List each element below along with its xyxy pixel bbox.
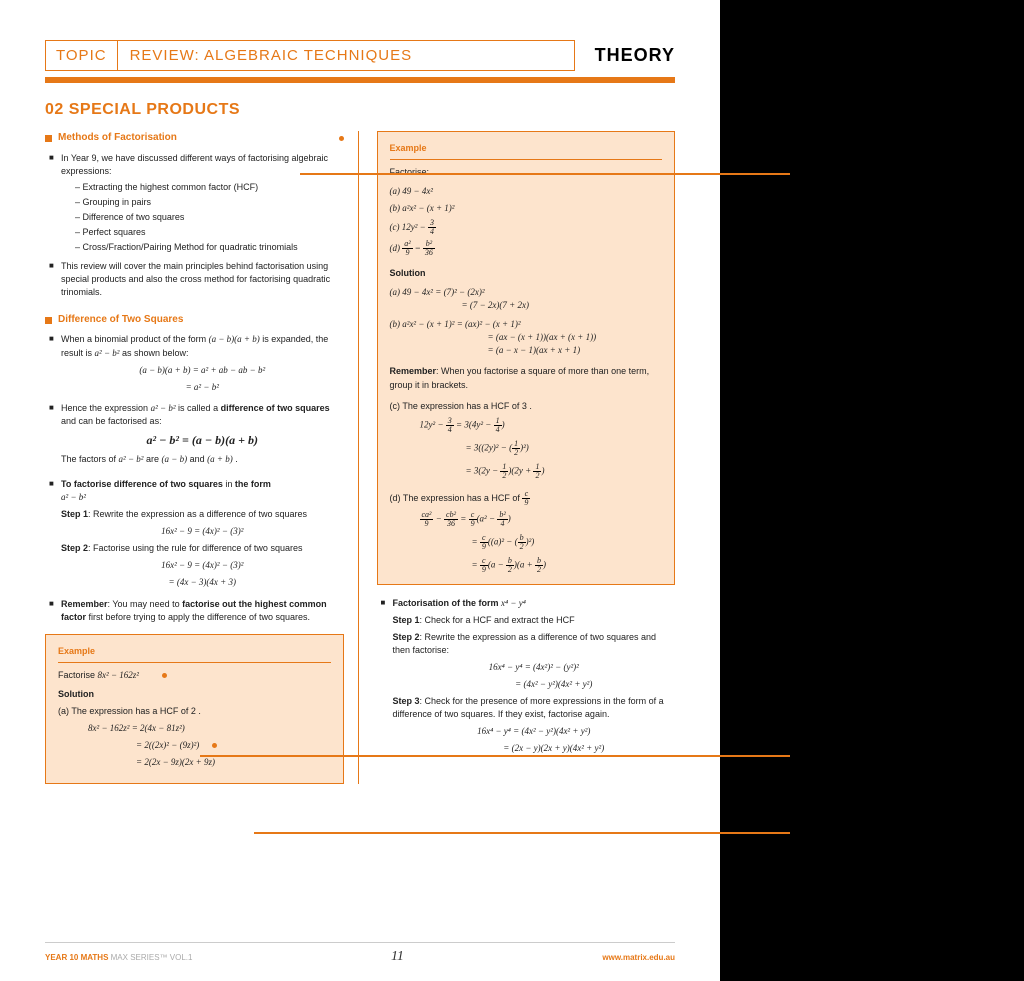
- bullet-item: ■ When a binomial product of the form (a…: [45, 333, 344, 397]
- columns: Methods of Factorisation ■ In Year 9, we…: [45, 131, 675, 784]
- math-expression: (a − b)(a + b) = a² + ab − ab − b²: [61, 364, 344, 377]
- bullet-mark-icon: ■: [49, 333, 55, 397]
- solution-line: (d) The expression has a HCF of c9: [390, 490, 663, 507]
- list-item: – Grouping in pairs: [75, 196, 344, 209]
- solution-label: Solution: [58, 688, 331, 701]
- topic-title: REVIEW: ALGEBRAIC TECHNIQUES: [118, 41, 425, 70]
- list-item: (b) a²x² − (x + 1)²: [390, 202, 663, 215]
- solution-label: Solution: [390, 267, 663, 280]
- bullet-text: This review will cover the main principl…: [61, 260, 344, 299]
- bullet-item: ■ Hence the expression a² − b² is called…: [45, 402, 344, 467]
- bullet-text: In Year 9, we have discussed different w…: [61, 152, 344, 256]
- callout-dot-icon: [162, 673, 167, 678]
- math-expression: 16x² − 9 = (4x)² − (3)²: [61, 525, 344, 538]
- bullet-item: ■ Factorisation of the form x⁴ − y⁴ Step…: [377, 597, 676, 759]
- subhead-text: Difference of Two Squares: [58, 313, 183, 328]
- bullet-item: ■ In Year 9, we have discussed different…: [45, 152, 344, 256]
- list-item: – Extracting the highest common factor (…: [75, 181, 344, 194]
- subhead-methods: Methods of Factorisation: [45, 131, 344, 146]
- square-bullet-icon: [45, 135, 52, 142]
- math-expression: = 3((2y)² − (12)²): [390, 440, 663, 457]
- theory-label: THEORY: [595, 45, 675, 66]
- math-expression: = 2(2x − 9z)(2x + 9z): [58, 756, 331, 769]
- callout-dot-icon: [212, 743, 217, 748]
- left-column: Methods of Factorisation ■ In Year 9, we…: [45, 131, 359, 784]
- bullet-mark-icon: ■: [49, 598, 55, 624]
- math-expression: = 2((2x)² − (9z)²): [58, 739, 331, 752]
- bullet-mark-icon: ■: [381, 597, 387, 759]
- sub-list: – Extracting the highest common factor (…: [61, 181, 344, 254]
- math-expression: = c9((a)² − (b2)²): [390, 534, 663, 551]
- topic-label: TOPIC: [46, 41, 118, 70]
- bullet-text: Factorisation of the form x⁴ − y⁴ Step 1…: [393, 597, 676, 759]
- subhead-diff: Difference of Two Squares: [45, 313, 344, 328]
- topic-box: TOPIC REVIEW: ALGEBRAIC TECHNIQUES: [45, 40, 575, 71]
- bullet-text: When a binomial product of the form (a −…: [61, 333, 344, 397]
- example-box: Example Factorise: (a) 49 − 4x² (b) a²x²…: [377, 131, 676, 585]
- bullet-text: Hence the expression a² − b² is called a…: [61, 402, 344, 467]
- list-item: (d) a²9 − b²36: [390, 240, 663, 257]
- bullet-mark-icon: ■: [49, 260, 55, 299]
- list-item: – Perfect squares: [75, 226, 344, 239]
- bullet-text: Remember: You may need to factorise out …: [61, 598, 344, 624]
- math-expression: = (ax − (x + 1))(ax + (x + 1)): [390, 331, 663, 344]
- right-column: Example Factorise: (a) 49 − 4x² (b) a²x²…: [377, 131, 676, 784]
- list-item: (a) 49 − 4x²: [390, 185, 663, 198]
- bullet-mark-icon: ■: [49, 152, 55, 256]
- math-expression: = a² − b²: [61, 381, 344, 394]
- list-item: – Cross/Fraction/Pairing Method for quad…: [75, 241, 344, 254]
- subhead-text: Methods of Factorisation: [58, 131, 177, 146]
- example-box: Example Factorise 8x² − 162z² Solution (…: [45, 634, 344, 784]
- math-expression: 12y² − 34 = 3(4y² − 14): [390, 417, 663, 434]
- bullet-text: To factorise difference of two squares i…: [61, 478, 344, 593]
- callout-line: [200, 755, 790, 757]
- example-title: Example: [58, 645, 331, 663]
- callout-dot-icon: [339, 136, 344, 141]
- header-row: TOPIC REVIEW: ALGEBRAIC TECHNIQUES THEOR…: [45, 40, 675, 71]
- bullet-item: ■ This review will cover the main princi…: [45, 260, 344, 299]
- footer-url: www.matrix.edu.au: [602, 953, 675, 962]
- math-expression: = 3(2y − 12)(2y + 12): [390, 463, 663, 480]
- example-title: Example: [390, 142, 663, 160]
- math-expression: 8x² − 162z² = 2(4x − 81z²): [58, 722, 331, 735]
- solution-line: (c) The expression has a HCF of 3 .: [390, 400, 663, 413]
- math-expression: = (2x − y)(2x + y)(4x² + y²): [393, 742, 676, 755]
- bullet-item: ■ To factorise difference of two squares…: [45, 478, 344, 593]
- math-expression: = c9(a − b2)(a + b2): [390, 557, 663, 574]
- solution-line: (a) The expression has a HCF of 2 .: [58, 705, 331, 718]
- math-expression: = (7 − 2x)(7 + 2x): [390, 299, 663, 312]
- section-title: 02 SPECIAL PRODUCTS: [45, 101, 675, 119]
- list-item: (c) 12y² − 34: [390, 219, 663, 236]
- math-expression: = (4x − 3)(4x + 3): [61, 576, 344, 589]
- page-number: 11: [391, 949, 404, 965]
- math-expression: (a) 49 − 4x² = (7)² − (2x)²: [390, 286, 663, 299]
- remember-note: Remember: When you factorise a square of…: [390, 365, 663, 391]
- list-item: – Difference of two squares: [75, 211, 344, 224]
- callout-line: [254, 832, 790, 834]
- math-expression: 16x⁴ − y⁴ = (4x²)² − (y²)²: [393, 661, 676, 674]
- math-expression: ca²9 − cb²36 = c9(a² − b²4): [390, 511, 663, 528]
- math-formula: a² − b² = (a − b)(a + b): [61, 432, 344, 449]
- callout-line: [300, 173, 790, 175]
- bullet-item: ■ Remember: You may need to factorise ou…: [45, 598, 344, 624]
- footer-left: YEAR 10 MATHS MAX SERIES™ VOL.1: [45, 953, 192, 962]
- math-expression: = (4x² − y²)(4x² + y²): [393, 678, 676, 691]
- orange-bar: [45, 77, 675, 83]
- footer: YEAR 10 MATHS MAX SERIES™ VOL.1 11 www.m…: [45, 942, 675, 965]
- math-expression: (b) a²x² − (x + 1)² = (ax)² − (x + 1)²: [390, 318, 663, 331]
- bullet-mark-icon: ■: [49, 402, 55, 467]
- math-expression: 16x² − 9 = (4x)² − (3)²: [61, 559, 344, 572]
- square-bullet-icon: [45, 317, 52, 324]
- bullet-mark-icon: ■: [49, 478, 55, 593]
- math-expression: = (a − x − 1)(ax + x + 1): [390, 344, 663, 357]
- math-expression: 16x⁴ − y⁴ = (4x² − y²)(4x² + y²): [393, 725, 676, 738]
